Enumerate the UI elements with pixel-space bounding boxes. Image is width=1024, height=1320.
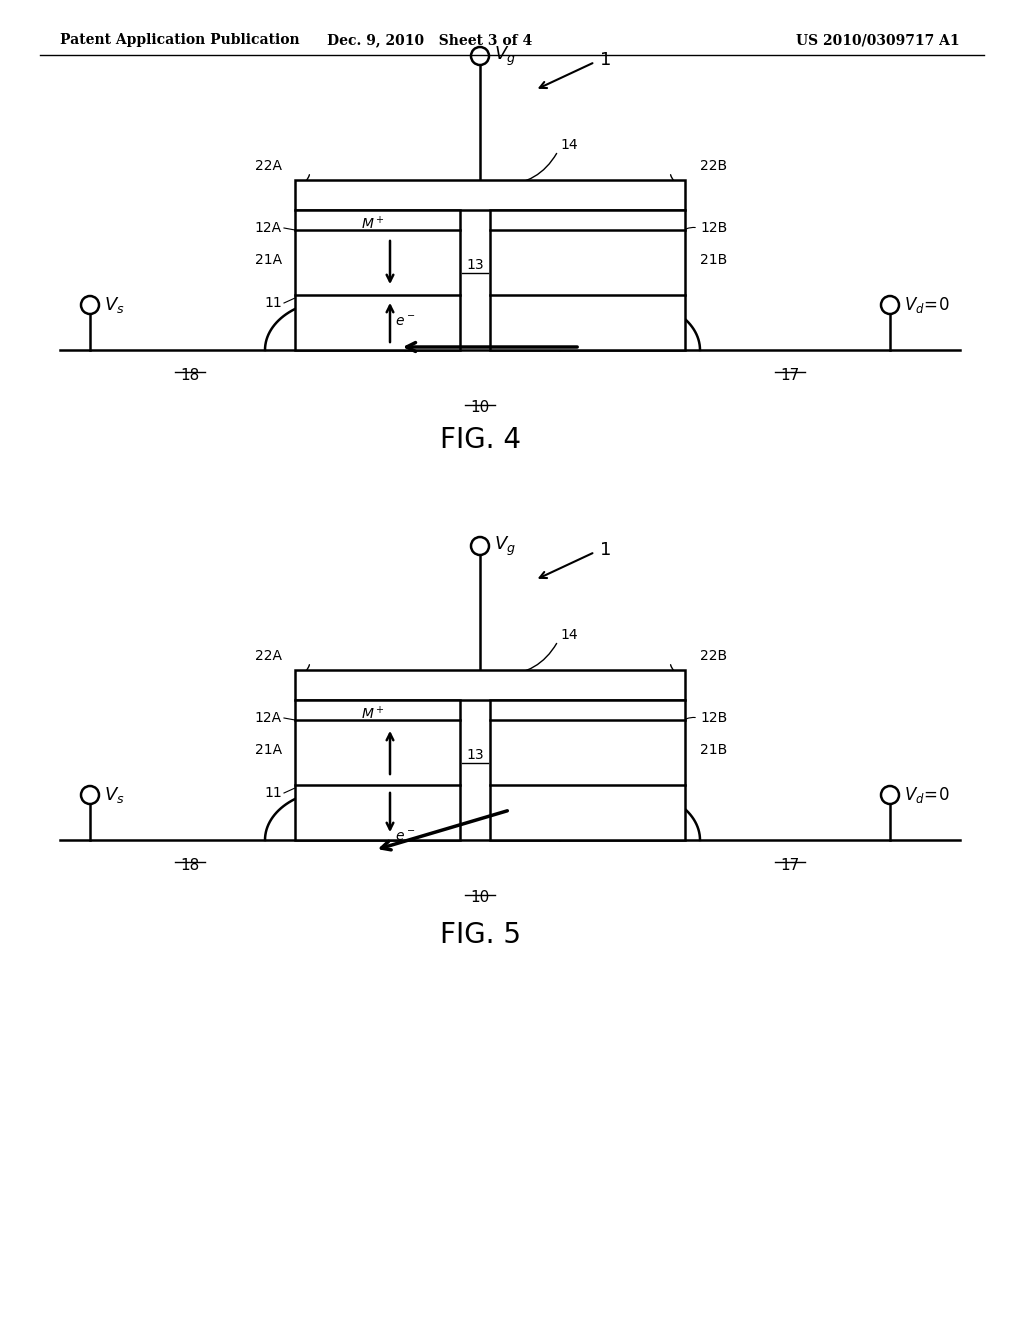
Bar xyxy=(490,210,685,350)
Text: 10: 10 xyxy=(470,400,489,414)
Text: 11: 11 xyxy=(264,296,282,310)
FancyArrowPatch shape xyxy=(686,227,695,228)
FancyArrowPatch shape xyxy=(299,665,309,675)
Text: $e^-$: $e^-$ xyxy=(395,315,415,329)
Text: Patent Application Publication: Patent Application Publication xyxy=(60,33,300,48)
Text: 21B: 21B xyxy=(700,743,727,756)
Text: 22A: 22A xyxy=(255,158,282,173)
Text: 21A: 21A xyxy=(255,743,282,756)
Text: 21B: 21B xyxy=(700,253,727,267)
Bar xyxy=(490,700,685,840)
Text: 17: 17 xyxy=(780,858,800,873)
Text: $M^+$: $M^+$ xyxy=(361,705,385,722)
Text: $e^-$: $e^-$ xyxy=(395,830,415,843)
Text: FIG. 5: FIG. 5 xyxy=(439,921,520,949)
Text: 12A: 12A xyxy=(255,220,282,235)
Text: 10: 10 xyxy=(470,890,489,906)
Text: $V_s$: $V_s$ xyxy=(104,785,125,805)
Text: 1: 1 xyxy=(600,51,611,69)
Text: 18: 18 xyxy=(180,368,200,383)
Bar xyxy=(295,671,685,700)
Text: 13: 13 xyxy=(466,257,483,272)
Text: 1: 1 xyxy=(600,541,611,558)
Text: 14: 14 xyxy=(560,628,578,642)
Text: 12A: 12A xyxy=(255,711,282,725)
Text: US 2010/0309717 A1: US 2010/0309717 A1 xyxy=(797,33,961,48)
FancyArrowPatch shape xyxy=(686,718,695,719)
Text: 18: 18 xyxy=(180,858,200,873)
FancyArrowPatch shape xyxy=(503,153,557,185)
Text: 22B: 22B xyxy=(700,158,727,173)
Bar xyxy=(295,700,460,840)
Text: 12B: 12B xyxy=(700,711,727,725)
Text: $V_d\!=\!0$: $V_d\!=\!0$ xyxy=(904,294,949,315)
FancyArrowPatch shape xyxy=(503,643,557,675)
FancyArrowPatch shape xyxy=(671,665,681,675)
Text: $V_d\!=\!0$: $V_d\!=\!0$ xyxy=(904,785,949,805)
FancyArrowPatch shape xyxy=(671,174,681,185)
FancyArrowPatch shape xyxy=(299,174,309,185)
Text: $V_g$: $V_g$ xyxy=(494,535,516,557)
Text: 11: 11 xyxy=(264,785,282,800)
Text: $M^+$: $M^+$ xyxy=(361,215,385,232)
Text: 22B: 22B xyxy=(700,649,727,663)
Text: FIG. 4: FIG. 4 xyxy=(439,426,520,454)
Text: 21A: 21A xyxy=(255,253,282,267)
Text: 12B: 12B xyxy=(700,220,727,235)
Text: $V_g$: $V_g$ xyxy=(494,45,516,67)
Bar xyxy=(295,210,460,350)
Text: $V_s$: $V_s$ xyxy=(104,294,125,315)
Bar xyxy=(295,180,685,210)
Text: 17: 17 xyxy=(780,368,800,383)
Text: 22A: 22A xyxy=(255,649,282,663)
Text: 14: 14 xyxy=(560,139,578,152)
Text: 13: 13 xyxy=(466,748,483,762)
Text: Dec. 9, 2010   Sheet 3 of 4: Dec. 9, 2010 Sheet 3 of 4 xyxy=(328,33,532,48)
